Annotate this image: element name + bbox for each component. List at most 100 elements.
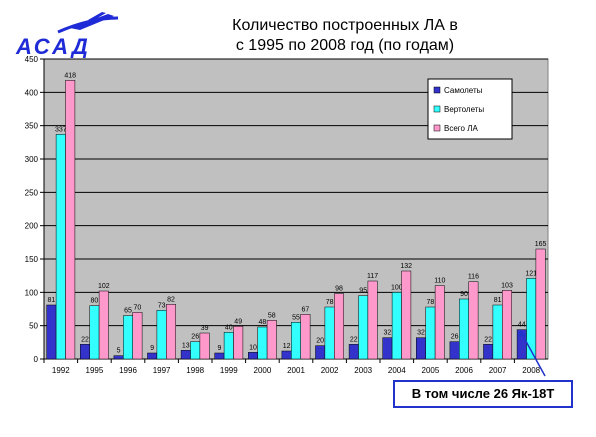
bar-vsego (502, 290, 512, 360)
data-label: 48 (259, 319, 267, 326)
bar-vertolety (89, 305, 100, 360)
data-label: 418 (64, 72, 76, 79)
legend-swatch (433, 86, 441, 94)
callout-pointer (518, 329, 546, 377)
data-label: 117 (367, 273, 378, 280)
x-tick-label: 2006 (455, 366, 473, 375)
bar-samolety (113, 355, 124, 360)
bar-samolety (46, 304, 57, 360)
data-label: 22 (81, 336, 89, 343)
bar-samolety (214, 352, 225, 360)
data-label: 102 (98, 283, 110, 290)
x-tick-label: 2001 (287, 366, 305, 375)
bar-vertolety (223, 332, 234, 360)
y-tick-label: 450 (25, 55, 39, 64)
data-label: 40 (225, 324, 233, 331)
legend-swatch (433, 124, 441, 132)
data-label: 67 (302, 306, 310, 313)
data-label: 110 (434, 278, 445, 285)
y-tick-label: 0 (34, 355, 39, 364)
chart-title-line2: с 1995 по 2008 год (по годам) (235, 37, 455, 54)
y-tick-label: 350 (25, 122, 39, 131)
data-label: 70 (134, 304, 142, 311)
data-label: 65 (124, 308, 132, 315)
bar-vsego (233, 326, 244, 360)
bar-vsego (132, 312, 143, 360)
x-tick-label: 1996 (119, 366, 137, 375)
data-label: 81 (47, 297, 55, 304)
logo-wordmark: АСАД (15, 34, 91, 58)
x-tick-label: 2002 (321, 366, 339, 375)
data-label: 98 (335, 286, 343, 293)
x-tick-label: 2008 (522, 366, 540, 375)
x-tick-label: 1999 (220, 366, 238, 375)
bar-vsego (199, 332, 210, 360)
bar-samolety (80, 344, 90, 360)
data-label: 58 (268, 312, 276, 319)
y-tick-label: 100 (25, 288, 39, 297)
data-label: 132 (400, 263, 412, 270)
data-label: 100 (391, 284, 403, 291)
bar-vsego (401, 270, 412, 360)
plot-area: 0 50 100 150 200 250 300 350 400 450 1992 81 337 418 1… (25, 55, 549, 375)
chart-title: Количество построенных ЛА в с 1995 по 20… (180, 16, 510, 56)
data-label: 82 (167, 296, 175, 303)
bar-vsego (367, 280, 378, 360)
bar-samolety (281, 350, 292, 360)
bar-samolety (483, 344, 494, 360)
data-label: 22 (350, 336, 358, 343)
bar-samolety (315, 345, 326, 360)
bar-vsego (334, 293, 344, 360)
x-tick-label: 1997 (153, 366, 171, 375)
bar-samolety (248, 352, 258, 360)
data-label: 32 (383, 330, 391, 337)
bar-vertolety (391, 292, 402, 360)
x-tick-label: 1995 (86, 366, 104, 375)
data-label: 39 (201, 325, 209, 332)
data-label: 22 (484, 336, 492, 343)
legend-label: Самолеты (444, 86, 483, 95)
bar-vsego (535, 248, 546, 360)
data-label: 73 (158, 302, 166, 309)
legend-label: Вертолеты (444, 105, 484, 114)
data-label: 26 (451, 334, 459, 341)
bar-vertolety (492, 304, 503, 360)
x-tick-label: 2003 (354, 366, 372, 375)
data-label: 12 (283, 343, 291, 350)
data-label: 81 (494, 297, 502, 304)
bar-samolety (147, 352, 158, 360)
x-tick-label: 1992 (52, 366, 70, 375)
bar-vertolety (526, 278, 537, 360)
y-tick-label: 300 (25, 155, 39, 164)
data-label: 20 (316, 338, 324, 345)
data-label: 9 (150, 345, 154, 352)
data-label: 10 (249, 344, 257, 351)
data-label: 55 (292, 314, 300, 321)
x-tick-label: 2000 (254, 366, 272, 375)
legend-box (427, 78, 513, 140)
legend-swatch (433, 105, 441, 113)
callout-box: В том числе 26 Як-18Т (393, 380, 573, 408)
bar-vsego (65, 80, 76, 360)
company-logo: АСАД (15, 12, 119, 58)
bar-vsego (468, 281, 479, 360)
bar-vertolety (324, 306, 335, 360)
bar-vertolety (190, 341, 201, 360)
bar-vsego (300, 314, 311, 360)
bar-vertolety (55, 134, 66, 360)
data-label: 26 (191, 334, 199, 341)
bar-vsego (266, 320, 277, 360)
bar-samolety (449, 341, 460, 360)
data-label: 44 (518, 322, 526, 329)
bar-vertolety (123, 315, 133, 360)
x-tick-label: 2004 (388, 366, 406, 375)
bar-vertolety (156, 310, 167, 360)
bar-vertolety (291, 322, 301, 360)
callout-arrowhead (518, 329, 526, 337)
bar-vertolety (358, 295, 369, 360)
data-label: 337 (55, 126, 67, 133)
data-label: 78 (326, 299, 334, 306)
bar-vertolety (257, 326, 268, 360)
bar-vsego (166, 304, 176, 360)
